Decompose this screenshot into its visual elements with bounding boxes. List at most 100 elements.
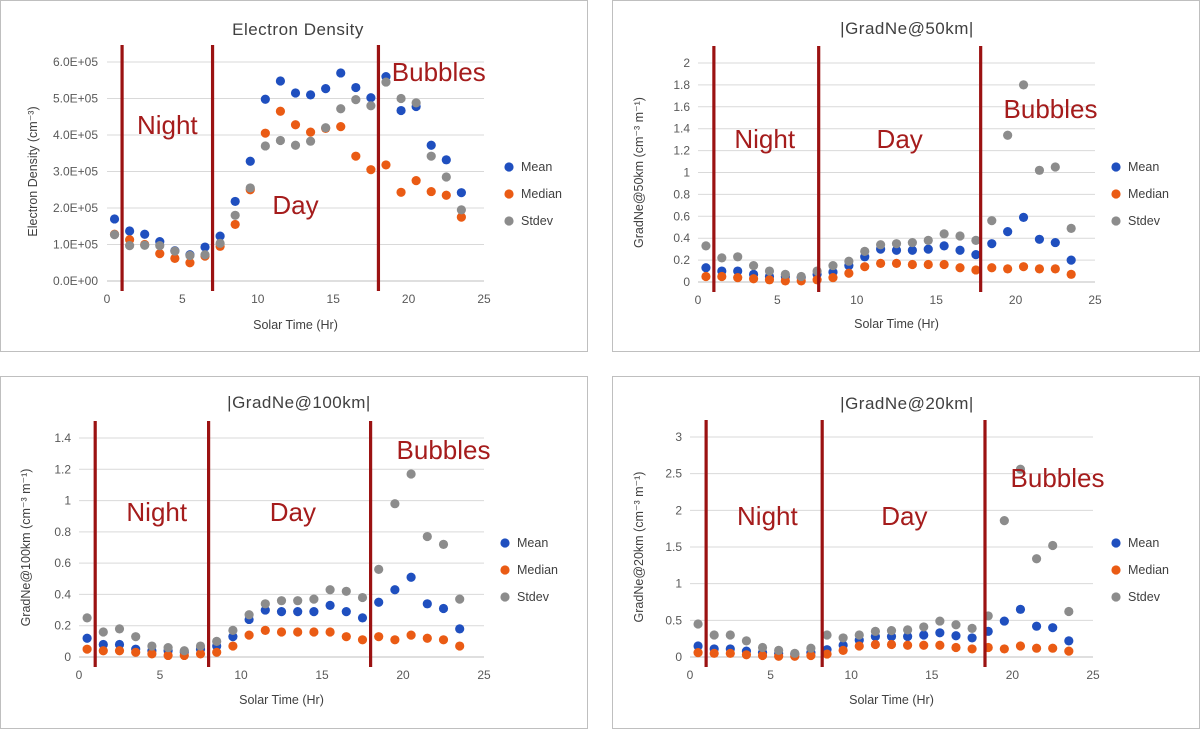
point-median xyxy=(396,187,406,197)
point-stdev xyxy=(999,516,1009,526)
region-label-night: Night xyxy=(737,501,798,531)
point-stdev xyxy=(1064,606,1074,617)
point-stdev xyxy=(212,636,222,646)
point-stdev xyxy=(891,239,902,249)
point-stdev xyxy=(228,625,238,636)
point-mean xyxy=(374,597,384,607)
legend-label-median: Median xyxy=(1128,187,1169,201)
y-tick-label: 1 xyxy=(675,577,682,591)
point-median xyxy=(309,627,319,637)
point-stdev xyxy=(886,626,897,636)
point-stdev xyxy=(438,539,449,549)
point-mean xyxy=(230,196,240,207)
point-stdev xyxy=(838,633,848,643)
point-median xyxy=(822,649,832,659)
point-mean xyxy=(967,633,977,643)
point-median xyxy=(1015,641,1026,651)
point-median xyxy=(891,258,902,268)
x-tick-label: 20 xyxy=(396,668,410,682)
gradne-100km-chart: |GradNe@100km| 0 0.2 0.4 0.6 0.8 1 1.2 1.4 0 5 10 15… xyxy=(19,393,558,707)
point-stdev xyxy=(1003,130,1013,140)
point-stdev xyxy=(1048,540,1058,551)
x-axis-label: Solar Time (Hr) xyxy=(239,693,324,707)
point-mean xyxy=(971,250,981,260)
point-stdev xyxy=(774,645,784,655)
point-mean xyxy=(693,641,703,651)
legend-marker-mean xyxy=(1111,538,1121,548)
legend-marker-median xyxy=(504,189,514,199)
point-mean xyxy=(357,613,368,623)
point-mean xyxy=(939,241,949,251)
point-stdev xyxy=(215,238,225,249)
x-tick-label: 10 xyxy=(850,293,864,307)
y-tick-label: 0.4 xyxy=(673,231,690,245)
point-mean xyxy=(955,245,965,255)
point-stdev xyxy=(701,241,711,251)
point-stdev xyxy=(1015,464,1026,474)
point-stdev xyxy=(244,610,254,620)
point-mean xyxy=(1048,623,1058,633)
point-median xyxy=(98,646,108,656)
point-mean xyxy=(140,229,150,239)
point-mean xyxy=(891,245,902,255)
point-mean xyxy=(426,140,436,150)
point-stdev xyxy=(748,260,759,271)
legend-label-median: Median xyxy=(517,563,558,577)
point-median xyxy=(717,271,727,282)
point-median xyxy=(780,276,790,286)
point-median xyxy=(870,639,880,650)
legend-label-stdev: Stdev xyxy=(521,214,554,228)
point-mean xyxy=(951,631,961,641)
point-median xyxy=(293,627,303,637)
y-tick-label: 5.0E+05 xyxy=(53,92,98,106)
point-median xyxy=(290,120,301,130)
point-stdev xyxy=(185,250,195,261)
y-axis-label: GradNe@20km (cm⁻³ m⁻¹) xyxy=(632,472,646,623)
point-median xyxy=(741,650,752,660)
point-stdev xyxy=(796,271,806,282)
point-median xyxy=(709,648,719,658)
gradne-50km-chart: |GradNe@50km| 0 0.2 0.4 0.6 0.8 1 1.2 1.4 1.6 1.8 2… xyxy=(632,19,1169,331)
point-median xyxy=(955,263,965,273)
legend-label-mean: Mean xyxy=(1128,536,1159,550)
y-tick-label: 0.5 xyxy=(665,613,682,627)
point-stdev xyxy=(764,266,775,276)
point-stdev xyxy=(907,237,917,248)
point-stdev xyxy=(757,642,768,653)
point-mean xyxy=(1034,234,1045,244)
point-median xyxy=(1064,646,1074,656)
point-median xyxy=(228,641,238,651)
point-stdev xyxy=(971,235,981,245)
region-label-night: Night xyxy=(137,110,198,140)
y-tick-label: 1.5 xyxy=(665,540,682,554)
point-mean xyxy=(200,242,210,252)
y-tick-label: 1.6 xyxy=(673,100,690,114)
point-stdev xyxy=(309,594,319,604)
point-median xyxy=(441,190,451,200)
point-mean xyxy=(1064,636,1074,646)
point-mean xyxy=(336,68,346,78)
point-stdev xyxy=(140,240,150,250)
x-tick-label: 25 xyxy=(477,668,491,682)
point-median xyxy=(748,274,759,284)
point-stdev xyxy=(1066,223,1076,233)
point-mean xyxy=(923,244,933,254)
point-median xyxy=(422,633,432,643)
point-median xyxy=(999,644,1009,654)
point-mean xyxy=(245,156,255,166)
point-mean xyxy=(260,94,270,104)
point-median xyxy=(939,259,949,270)
point-mean xyxy=(999,616,1009,626)
point-median xyxy=(170,253,180,263)
point-median xyxy=(456,212,466,222)
legend-label-median: Median xyxy=(521,187,562,201)
point-median xyxy=(374,632,384,642)
point-mean xyxy=(1018,212,1029,222)
point-stdev xyxy=(325,585,335,595)
x-tick-label: 20 xyxy=(1006,668,1020,682)
point-stdev xyxy=(390,499,400,509)
point-stdev xyxy=(290,140,301,150)
point-median xyxy=(438,635,449,645)
point-median xyxy=(854,641,864,651)
x-tick-label: 15 xyxy=(315,668,329,682)
